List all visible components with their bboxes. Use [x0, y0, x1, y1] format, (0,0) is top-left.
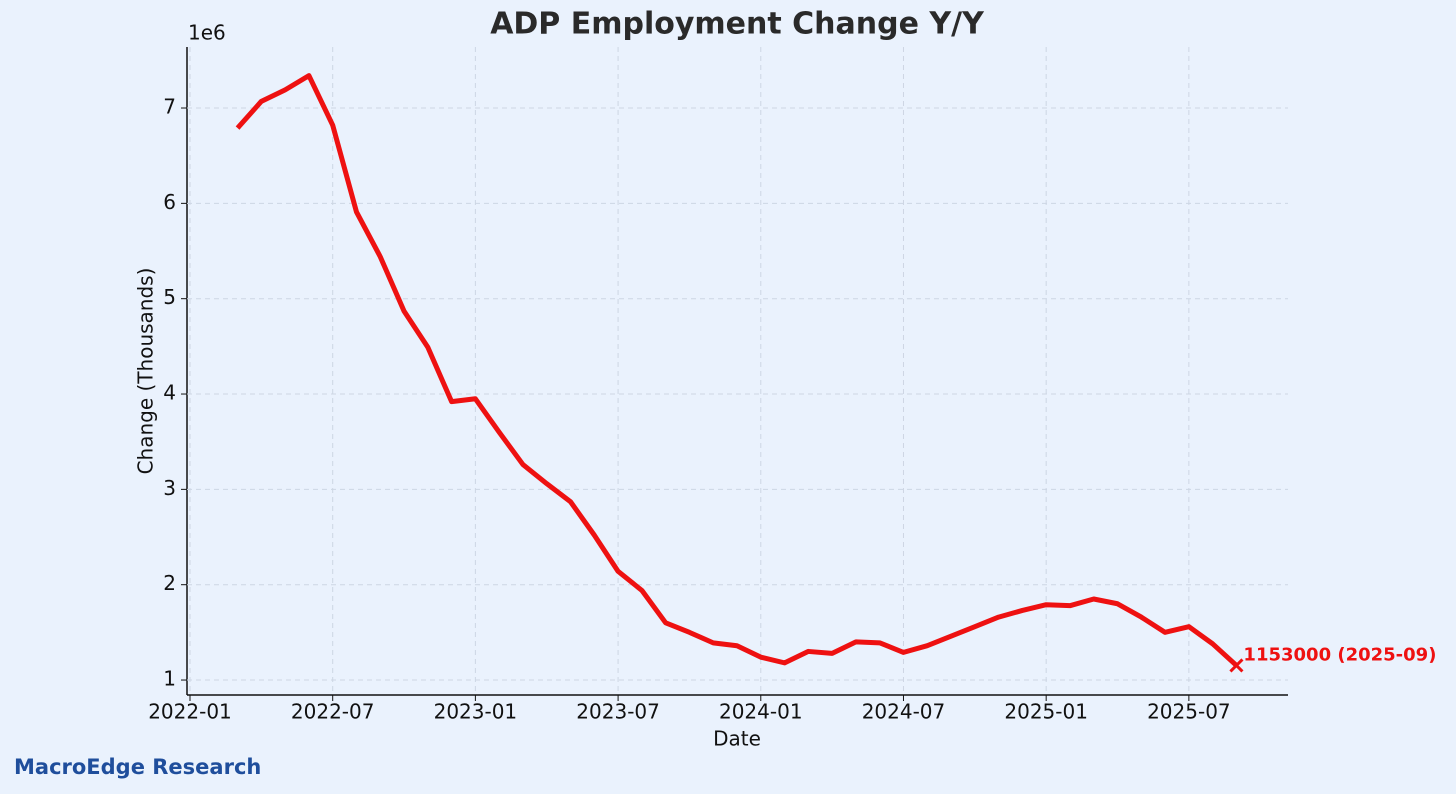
- y-tick-label: 3: [163, 476, 176, 500]
- x-tick-label: 2023-07: [576, 700, 660, 724]
- line: [235, 73, 1239, 668]
- x-tick-label: 2025-01: [1004, 700, 1088, 724]
- y-tick-label: 2: [163, 571, 176, 595]
- x-tick-label: 2022-07: [291, 700, 375, 724]
- y-tick-label: 6: [163, 190, 176, 214]
- x-tick-label: 2023-01: [434, 700, 518, 724]
- y-tick-label: 7: [163, 95, 176, 119]
- annotation: 1153000 (2025-09): [1243, 644, 1436, 665]
- source: MacroEdge Research: [14, 755, 261, 779]
- chart-title: ADP Employment Change Y/Y: [490, 7, 985, 42]
- y-tick-label: 4: [163, 381, 176, 405]
- x-tick-label: 2024-01: [719, 700, 803, 724]
- y-tick-label: 1: [163, 667, 176, 691]
- x-axis-label: Date: [713, 727, 761, 751]
- y-tick-label: 5: [163, 285, 176, 309]
- y-axis-label: Change (Thousands): [134, 268, 158, 475]
- x-tick-label: 2024-07: [862, 700, 946, 724]
- x-tick-label: 2025-07: [1147, 700, 1231, 724]
- x-tick-label: 2022-01: [148, 700, 232, 724]
- y-offset-label: 1e6: [188, 21, 226, 45]
- end-marker: [1229, 658, 1244, 673]
